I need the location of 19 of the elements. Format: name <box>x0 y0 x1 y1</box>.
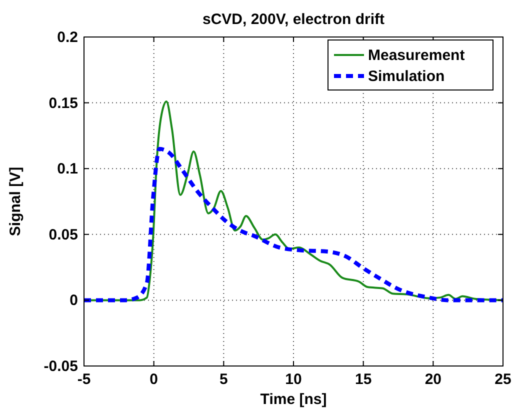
y-tick-label: 0.15 <box>48 94 78 112</box>
legend-label: Measurement <box>368 47 465 64</box>
x-axis-title: Time [ns] <box>260 391 327 408</box>
y-axis-title: Signal [V] <box>7 166 24 236</box>
legend-label: Simulation <box>368 68 445 85</box>
x-tick-label: 20 <box>424 371 442 388</box>
x-tick-label: 10 <box>285 371 302 388</box>
line-series <box>82 146 505 302</box>
chart-title: sCVD, 200V, electron drift <box>202 11 385 28</box>
x-tick-label: 5 <box>219 371 228 388</box>
x-tick-label: 25 <box>494 371 512 388</box>
x-tick-label: 15 <box>354 371 372 388</box>
y-tick-label: 0 <box>70 292 78 310</box>
y-tick-label: 0.2 <box>57 29 78 46</box>
y-tick-label: 0.1 <box>57 160 78 178</box>
x-tick-label: 0 <box>150 371 158 388</box>
y-tick-label: -0.05 <box>44 358 78 375</box>
x-tick-label: -5 <box>77 371 91 388</box>
y-tick-label: 0.05 <box>48 226 78 244</box>
